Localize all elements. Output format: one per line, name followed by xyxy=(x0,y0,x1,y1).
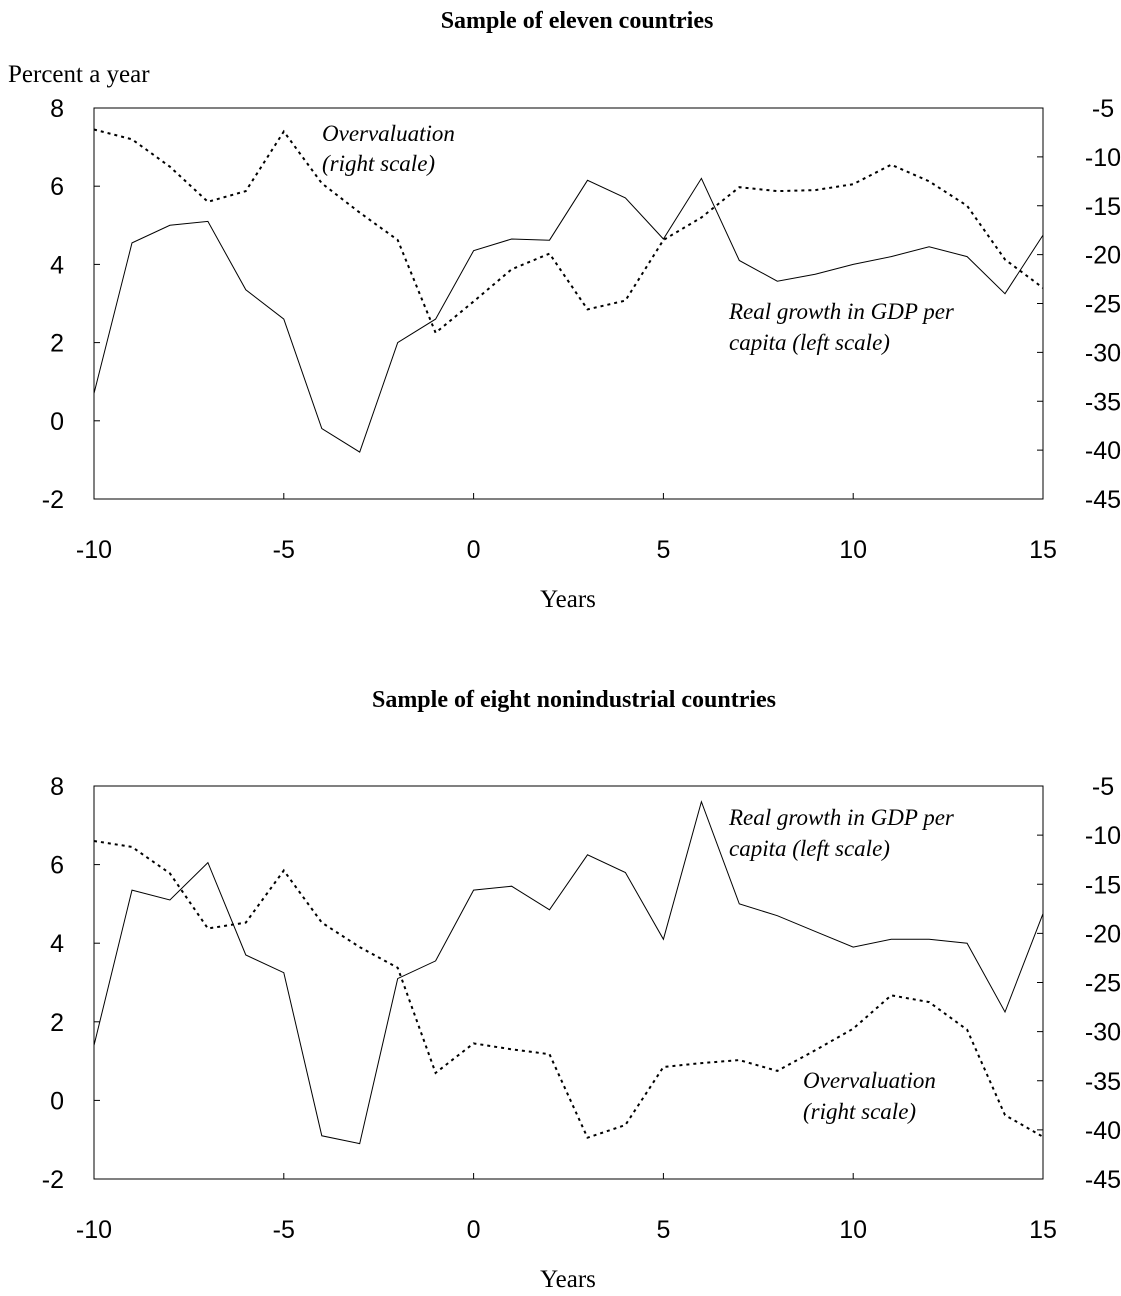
right-tick-label: -20 xyxy=(1085,920,1121,948)
left-tick-label: 2 xyxy=(50,1009,64,1037)
right-tick-label: -25 xyxy=(1085,970,1121,998)
left-tick-label: -2 xyxy=(42,1166,64,1194)
right-tick-label: -35 xyxy=(1085,388,1121,416)
annotation-growth-line2: capita (left scale) xyxy=(729,330,890,355)
right-axis-ticks: -5 -10 -15 -20 -25 -30 -35 -40 -45 xyxy=(1037,773,1121,1194)
right-tick-label: -45 xyxy=(1085,1166,1121,1194)
left-tick-label: 2 xyxy=(50,330,64,358)
right-tick-label: -15 xyxy=(1085,871,1121,899)
left-tick-label: 0 xyxy=(50,408,64,436)
chart-title: Sample of eight nonindustrial countries xyxy=(372,687,776,713)
annotation-overvaluation-line1: Overvaluation xyxy=(322,121,455,146)
x-axis-ticks: -10 -5 0 5 10 15 xyxy=(76,493,1057,564)
series-line-real-growth xyxy=(93,800,1044,1145)
x-tick-label: -5 xyxy=(273,536,295,564)
x-tick-label: 0 xyxy=(467,536,481,564)
annotation-growth-line1: Real growth in GDP per xyxy=(728,299,955,324)
left-tick-label: 4 xyxy=(50,930,64,958)
x-tick-label: 15 xyxy=(1029,1216,1057,1244)
right-tick-label: -20 xyxy=(1085,242,1121,270)
right-tick-label: -40 xyxy=(1085,1117,1121,1145)
chart-eleven-countries: Sample of eleven countries Percent a yea… xyxy=(8,8,1121,613)
x-tick-label: -10 xyxy=(76,1216,112,1244)
chart-title: Sample of eleven countries xyxy=(441,8,714,34)
left-axis-ticks: 8 6 4 2 0 -2 xyxy=(42,773,100,1194)
x-tick-label: 15 xyxy=(1029,536,1057,564)
left-tick-label: -2 xyxy=(42,486,64,514)
right-tick-label: -30 xyxy=(1085,1019,1121,1047)
x-tick-label: 10 xyxy=(839,1216,867,1244)
right-tick-label: -10 xyxy=(1085,144,1121,172)
right-tick-label: -40 xyxy=(1085,437,1121,465)
right-axis-ticks: -5 -10 -15 -20 -25 -30 -35 -40 -45 xyxy=(1037,95,1121,514)
left-tick-label: 8 xyxy=(50,773,64,801)
chart-eight-nonindustrial-countries: Sample of eight nonindustrial countries … xyxy=(42,687,1121,1293)
x-tick-label: 5 xyxy=(656,1216,670,1244)
annotation-overvaluation-line1: Overvaluation xyxy=(803,1068,936,1093)
right-tick-label: -30 xyxy=(1085,339,1121,367)
right-tick-label: -5 xyxy=(1092,773,1114,801)
x-axis-label: Years xyxy=(540,1266,596,1293)
x-axis-ticks: -10 -5 0 5 10 15 xyxy=(76,1173,1057,1244)
series-line-real-growth xyxy=(93,177,1044,453)
left-tick-label: 8 xyxy=(50,95,64,123)
annotation-overvaluation-line2: (right scale) xyxy=(322,151,435,176)
annotation-overvaluation-line2: (right scale) xyxy=(803,1099,916,1124)
left-tick-label: 6 xyxy=(50,173,64,201)
left-axis-ticks: 8 6 4 2 0 -2 xyxy=(42,95,100,514)
right-tick-label: -15 xyxy=(1085,193,1121,221)
left-tick-label: 4 xyxy=(50,251,64,279)
x-tick-label: 5 xyxy=(656,536,670,564)
annotation-growth-line1: Real growth in GDP per xyxy=(728,805,955,830)
series-line-overvaluation xyxy=(93,840,1044,1139)
right-tick-label: -5 xyxy=(1092,95,1114,123)
right-tick-label: -10 xyxy=(1085,822,1121,850)
left-tick-label: 6 xyxy=(50,852,64,880)
x-axis-label: Years xyxy=(540,586,596,613)
right-tick-label: -35 xyxy=(1085,1068,1121,1096)
series-lines xyxy=(93,128,1044,453)
x-tick-label: -10 xyxy=(76,536,112,564)
right-tick-label: -45 xyxy=(1085,486,1121,514)
x-tick-label: 0 xyxy=(467,1216,481,1244)
left-tick-label: 0 xyxy=(50,1087,64,1115)
series-lines xyxy=(93,800,1044,1145)
x-tick-label: -5 xyxy=(273,1216,295,1244)
annotation-growth-line2: capita (left scale) xyxy=(729,836,890,861)
series-line-overvaluation xyxy=(93,128,1044,335)
right-tick-label: -25 xyxy=(1085,291,1121,319)
x-tick-label: 10 xyxy=(839,536,867,564)
y-axis-label: Percent a year xyxy=(8,61,150,88)
